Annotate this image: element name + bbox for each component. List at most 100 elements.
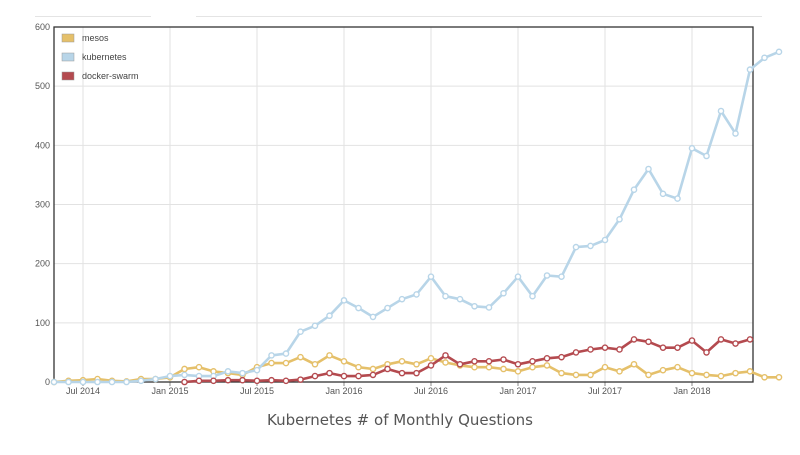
top-divider-right (196, 16, 762, 17)
data-point (601, 344, 609, 351)
x-tick-label: Jan 2018 (673, 386, 710, 396)
data-point (616, 368, 623, 375)
data-point (137, 377, 145, 385)
x-tick-label: Jul 2016 (414, 386, 448, 396)
y-tick-label: 200 (35, 259, 50, 269)
data-point (398, 369, 406, 377)
legend-item-kubernetes: kubernetes (61, 52, 127, 62)
data-point (181, 365, 188, 373)
data-point (572, 371, 580, 379)
data-point (630, 336, 638, 343)
data-point (659, 190, 667, 198)
legend-item-mesos: mesos (61, 33, 109, 43)
data-point (688, 369, 696, 377)
data-point (630, 186, 638, 194)
series-line-kubernetes (54, 50, 780, 384)
data-point (471, 363, 478, 371)
data-point (616, 346, 623, 353)
data-point (369, 313, 377, 321)
data-point (543, 355, 551, 362)
data-point (94, 378, 101, 386)
legend-swatch (61, 33, 75, 43)
data-point (601, 363, 609, 371)
y-tick-label: 400 (35, 140, 50, 150)
y-tick-label: 500 (35, 81, 50, 91)
data-point (514, 273, 522, 280)
data-point (529, 292, 536, 300)
chart-caption: Kubernetes # of Monthly Questions (267, 411, 533, 429)
data-point (471, 357, 478, 365)
data-point (239, 376, 246, 384)
data-point (427, 355, 435, 362)
data-point (703, 371, 710, 379)
data-point (587, 346, 594, 353)
y-tick-label: 600 (35, 22, 50, 32)
data-point (311, 372, 319, 380)
data-point (500, 356, 507, 363)
grid (54, 26, 753, 383)
data-point (601, 236, 609, 244)
data-point (253, 366, 261, 374)
data-point (616, 215, 623, 223)
data-point (108, 378, 116, 386)
data-point (645, 165, 652, 173)
data-point (645, 338, 652, 346)
data-point (558, 369, 565, 377)
top-divider-left (35, 16, 151, 17)
legend-label: docker-swarm (82, 71, 139, 81)
data-point (152, 375, 159, 383)
data-point (659, 366, 667, 374)
data-point (224, 368, 232, 375)
x-tick-label: Jan 2016 (325, 386, 362, 396)
line-chart: 0 100 200 300 400 500 600 Jul 2014 Jan 2015 Jul 2… (35, 22, 783, 396)
data-point (282, 350, 290, 357)
x-tick-label: Jul 2017 (588, 386, 622, 396)
data-point (456, 295, 464, 303)
x-tick-label: Jan 2015 (151, 386, 188, 396)
data-point (427, 273, 435, 280)
data-point (485, 363, 493, 371)
data-point (326, 312, 333, 320)
series-lines (50, 48, 783, 386)
data-point (442, 292, 449, 300)
data-point (268, 352, 275, 359)
data-point (543, 362, 551, 369)
data-point (529, 363, 536, 371)
data-point (166, 372, 174, 380)
plot-frame (53, 26, 754, 383)
data-point (717, 107, 725, 115)
data-point (746, 336, 754, 343)
data-point (442, 352, 449, 359)
data-point (717, 336, 725, 343)
data-point (529, 357, 536, 365)
data-point (268, 376, 275, 384)
data-point (688, 144, 696, 152)
data-point (311, 322, 319, 330)
data-point (384, 304, 391, 312)
x-tick-label: Jul 2015 (240, 386, 274, 396)
y-tick-label: 0 (45, 377, 50, 387)
data-point (674, 344, 681, 351)
data-point (732, 340, 739, 347)
data-point (268, 359, 275, 367)
data-point (746, 66, 754, 73)
data-point (572, 349, 580, 356)
axes: 0 100 200 300 400 500 600 Jul 2014 Jan 2015 Jul 2… (35, 22, 754, 396)
data-point (688, 337, 696, 344)
data-point (543, 272, 551, 279)
data-point (703, 349, 710, 356)
series-line-docker-swarm (184, 338, 751, 384)
data-point (674, 195, 681, 202)
data-point (485, 304, 493, 311)
data-point (297, 353, 304, 361)
data-point (369, 371, 377, 379)
data-point (746, 368, 754, 375)
y-tick-label: 100 (35, 318, 50, 328)
data-point (775, 48, 783, 56)
legend-swatch (61, 52, 75, 62)
series-kubernetes (50, 48, 783, 386)
data-point (413, 360, 420, 368)
data-point (311, 360, 319, 368)
data-point (355, 304, 362, 312)
data-point (326, 352, 333, 359)
